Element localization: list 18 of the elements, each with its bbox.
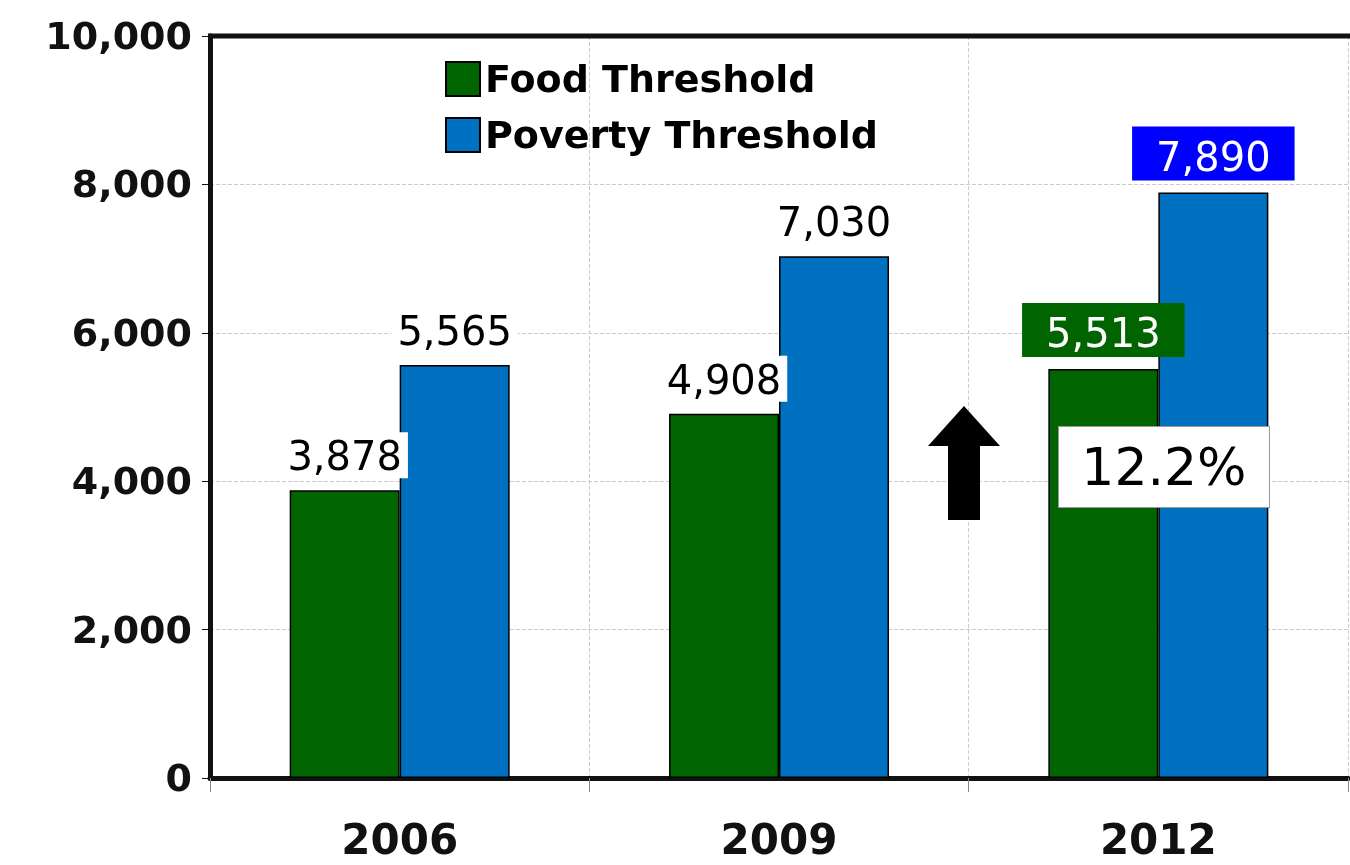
y-tick-label: 2,000 [71, 607, 192, 652]
y-tick-label: 6,000 [71, 310, 192, 355]
data-label: 4,908 [666, 356, 782, 403]
legend-label: Food Threshold [485, 57, 816, 101]
legend-label: Poverty Threshold [485, 113, 878, 157]
x-tick-label: 2006 [341, 814, 459, 864]
data-label: 7,890 [1156, 133, 1271, 180]
annotation: 12.2% [1058, 426, 1270, 509]
data-label: 3,878 [287, 433, 402, 480]
y-tick-label: 10,000 [45, 14, 192, 58]
y-tick-label: 4,000 [71, 459, 192, 504]
data-label: 5,513 [1046, 309, 1161, 356]
x-tick-label: 2012 [1099, 814, 1217, 864]
y-tick-label: 0 [165, 756, 192, 800]
y-tick-label: 8,000 [71, 162, 192, 207]
data-label: 7,030 [776, 199, 892, 246]
data-label: 5,565 [397, 308, 512, 355]
x-tick-label: 2009 [720, 814, 838, 864]
